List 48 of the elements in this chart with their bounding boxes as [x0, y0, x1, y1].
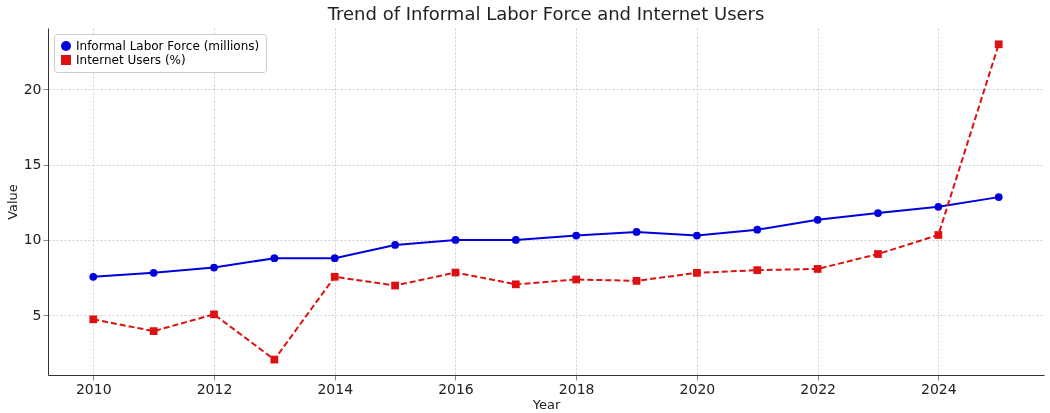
- point: [89, 315, 98, 324]
- point: [572, 275, 581, 284]
- y-tick-label: 10: [23, 231, 42, 248]
- point: [753, 225, 762, 234]
- y-axis-title: Value: [4, 184, 20, 220]
- y-tick-label: 15: [23, 156, 42, 173]
- point: [210, 263, 218, 272]
- point: [149, 327, 158, 335]
- point: [149, 269, 158, 277]
- x-tick-label: 2016: [438, 380, 474, 397]
- point: [270, 254, 279, 263]
- point: [632, 276, 641, 285]
- x-tick-label: 2022: [800, 380, 836, 397]
- chart-title: Trend of Informal Labor Force and Internet Users: [326, 3, 765, 24]
- x-tick-label: 2018: [558, 380, 595, 397]
- x-tick-label: 2014: [317, 380, 354, 397]
- point: [934, 202, 943, 211]
- point: [632, 228, 641, 236]
- point: [210, 310, 218, 319]
- y-tick-label: 20: [23, 80, 42, 97]
- point: [693, 231, 701, 240]
- point: [511, 236, 520, 244]
- point: [753, 266, 762, 275]
- point: [391, 241, 399, 249]
- point: [813, 265, 822, 273]
- point: [89, 272, 98, 281]
- point: [874, 250, 882, 258]
- y-tick-label: 5: [32, 306, 42, 323]
- x-axis-title: Year: [531, 396, 561, 412]
- point: [330, 254, 339, 263]
- point: [693, 268, 701, 277]
- legend-label: Internet Users (%): [76, 53, 186, 67]
- legend-label: Informal Labor Force (millions): [76, 39, 260, 53]
- point: [813, 215, 822, 224]
- point: [511, 280, 520, 289]
- point: [874, 209, 882, 217]
- point: [330, 272, 339, 281]
- point: [270, 355, 279, 364]
- point: [994, 193, 1003, 201]
- x-tick-label: 2020: [679, 380, 716, 397]
- point: [572, 231, 581, 240]
- point: [994, 40, 1003, 49]
- point: [934, 231, 943, 239]
- x-tick-label: 2010: [75, 380, 112, 397]
- x-tick-label: 2012: [196, 380, 233, 397]
- point: [391, 281, 399, 290]
- x-tick-label: 2024: [921, 380, 957, 397]
- point: [451, 236, 460, 244]
